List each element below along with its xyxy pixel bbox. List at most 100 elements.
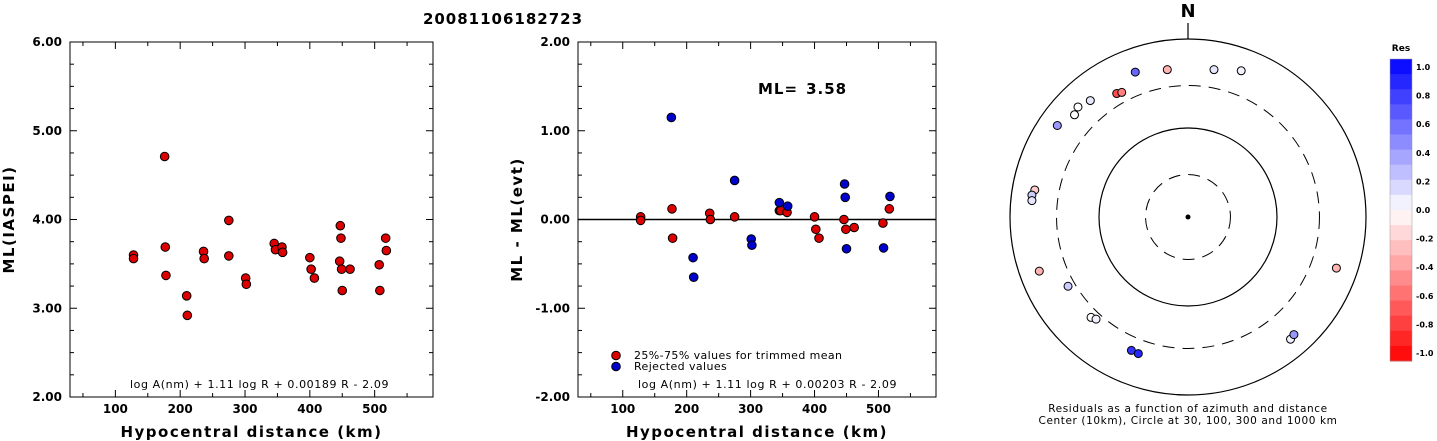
colorbar-segment [1390, 255, 1412, 271]
data-point [159, 151, 170, 162]
station-residual-point [1162, 65, 1172, 75]
data-point [688, 252, 698, 263]
ml-number: 3.58 [806, 80, 847, 98]
station-residual-point [1027, 196, 1037, 206]
residual-vs-distance-plot: 100 200 300 400 500 -2.00 -1.00 0.00 1.00 2.00 Hyp… [508, 35, 937, 441]
colorbar-segment [1390, 270, 1412, 286]
data-point [839, 214, 849, 225]
colorbar-tick-label: 1.0 [1416, 63, 1431, 72]
data-point [305, 252, 315, 263]
ml-value-label: ML= 3.58 [758, 80, 847, 98]
data-point [381, 245, 392, 256]
x-tick-label: 200 [168, 402, 193, 416]
north-label: N [1180, 1, 1195, 22]
x-tick-label: 400 [297, 402, 322, 416]
colorbar-segment [1390, 134, 1412, 151]
station-residual-point [1073, 102, 1083, 112]
station-residual-point [1289, 330, 1299, 340]
y-tick-label: 2.00 [540, 35, 570, 49]
colorbar-segment [1390, 104, 1412, 120]
ml-vs-distance-plot: 100 200 300 400 500 2.00 3.00 4.00 5.00 6.00 Hypoc… [0, 35, 434, 441]
ml-label: ML= [758, 80, 798, 98]
y-tick-label: 0.00 [540, 213, 570, 227]
y-tick-label: 3.00 [32, 301, 62, 315]
x-tick-label: 200 [674, 402, 699, 416]
formula-annotation: log A(nm) + 1.11 log R + 0.00203 R - 2.0… [638, 378, 897, 391]
data-point [885, 191, 895, 202]
data-point [199, 253, 209, 264]
colorbar-segment [1390, 210, 1412, 226]
colorbar-segment [1390, 74, 1412, 90]
colorbar-segment [1390, 119, 1412, 135]
y-tick-label: 6.00 [32, 35, 62, 49]
data-point [635, 215, 646, 226]
data-point [277, 247, 288, 258]
polar-caption-1: Residuals as a function of azimuth and d… [1048, 403, 1328, 415]
station-residual-point [1117, 87, 1127, 97]
colorbar-tick-label: 0.6 [1416, 120, 1431, 129]
colorbar-tick-label: 0.8 [1416, 92, 1431, 101]
data-point [224, 215, 234, 226]
data-point [375, 285, 385, 296]
y-tick-label: -2.00 [535, 390, 570, 404]
epicenter-dot [1185, 214, 1191, 220]
legend-entry: 25%-75% values for trimmed mean [634, 349, 842, 362]
x-tick-label: 100 [610, 402, 635, 416]
x-tick-label: 300 [232, 402, 257, 416]
data-point [306, 264, 316, 275]
data-point [336, 264, 347, 275]
colorbar-frame [1389, 58, 1413, 362]
ring-300km [1056, 85, 1320, 349]
data-point [380, 233, 391, 243]
data-point [705, 214, 716, 225]
data-point [688, 272, 699, 282]
data-point [774, 197, 785, 208]
data-point [841, 243, 852, 254]
data-point [241, 279, 252, 290]
colorbar-tick-label: -1.0 [1416, 349, 1434, 358]
ring-30km [1145, 174, 1231, 260]
colorbar-tick-label: 0.0 [1416, 206, 1431, 215]
colorbar-title: Res [1392, 44, 1410, 54]
colorbar-tick-label: -0.2 [1416, 235, 1434, 244]
colorbar-segment [1390, 300, 1412, 317]
station-residual-point [1209, 65, 1219, 75]
colorbar-segment [1390, 164, 1412, 181]
plot-frame [69, 41, 434, 398]
colorbar-tick-label: -0.8 [1416, 320, 1434, 329]
data-point [181, 291, 192, 301]
colorbar-segment [1390, 240, 1412, 256]
colorbar-segment [1390, 225, 1412, 241]
colorbar-segment [1390, 179, 1412, 196]
colorbar-segment [1390, 194, 1412, 211]
x-tick-label: 500 [866, 402, 891, 416]
data-point [224, 251, 234, 261]
data-point [814, 233, 824, 243]
data-point [747, 240, 757, 251]
x-axis-label: Hypocentral distance (km) [626, 423, 888, 441]
station-residual-point [1085, 96, 1095, 106]
data-point [309, 273, 320, 283]
data-point [729, 212, 740, 222]
data-point [809, 212, 820, 222]
data-point [161, 270, 171, 281]
polar-caption-2: Center (10km), Circle at 30, 100, 300 an… [1039, 415, 1338, 427]
station-residual-point [1133, 349, 1143, 359]
data-point [345, 264, 355, 275]
data-point [841, 224, 851, 235]
y-tick-label: 1.00 [540, 124, 570, 138]
data-point [839, 179, 850, 189]
colorbar-segment [1390, 59, 1412, 75]
ring-100km [1098, 127, 1278, 307]
data-point [878, 243, 889, 253]
y-axis-label: ML(IASPEI) [0, 165, 18, 273]
formula-annotation: log A(nm) + 1.11 log R + 0.00189 R - 2.0… [130, 378, 389, 391]
colorbar-tick-label: 0.2 [1416, 177, 1430, 186]
y-tick-label: -1.00 [535, 301, 570, 315]
station-residual-point [1052, 121, 1062, 131]
legend-marker [611, 361, 621, 372]
data-point [334, 256, 345, 267]
data-point [849, 222, 859, 233]
colorbar-segment [1390, 149, 1412, 166]
